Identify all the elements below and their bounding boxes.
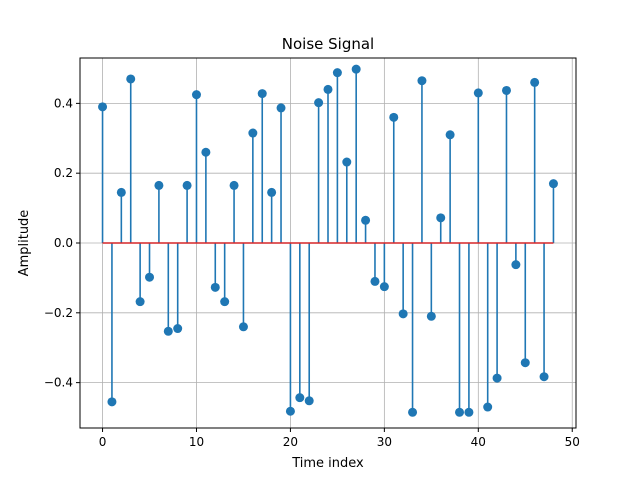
- chart-title: Noise Signal: [282, 35, 374, 53]
- stem-marker: [201, 147, 211, 157]
- stem-marker: [304, 396, 314, 406]
- x-axis-label: Time index: [291, 456, 364, 471]
- stem-marker: [314, 98, 324, 108]
- stem-marker: [520, 358, 530, 368]
- stem-marker: [445, 130, 455, 140]
- x-tick-label: 30: [377, 435, 392, 449]
- stem-marker: [342, 157, 352, 167]
- stem-marker: [426, 311, 436, 321]
- y-ticks: −0.4 −0.2 0.0 0.2 0.4: [44, 96, 80, 390]
- stem-marker: [238, 322, 248, 332]
- stem-marker: [116, 187, 126, 197]
- markers: [98, 64, 558, 417]
- stem-marker: [135, 297, 145, 307]
- x-tick-label: 0: [99, 435, 107, 449]
- stem-marker: [248, 128, 258, 138]
- stem-marker: [323, 84, 333, 94]
- stem-marker: [530, 77, 540, 87]
- stem-marker: [417, 76, 427, 86]
- y-tick-label: 0.0: [54, 236, 73, 250]
- stem-marker: [295, 393, 305, 403]
- stem-marker: [389, 112, 399, 122]
- stem-marker: [370, 276, 380, 286]
- stem-marker: [182, 180, 192, 190]
- x-tick-label: 50: [565, 435, 580, 449]
- stem-marker: [98, 102, 108, 112]
- stem-marker: [398, 309, 408, 319]
- stem-marker: [257, 89, 267, 99]
- x-tick-label: 20: [283, 435, 298, 449]
- x-tick-label: 40: [471, 435, 486, 449]
- stems: [101, 69, 555, 413]
- x-ticks: 0 10 20 30 40 50: [99, 428, 580, 449]
- stem-marker: [539, 372, 549, 382]
- stem-marker: [408, 407, 418, 417]
- stem-marker: [267, 187, 277, 197]
- stem-marker: [501, 85, 511, 95]
- stem-marker: [285, 406, 295, 416]
- stem-marker: [145, 272, 155, 282]
- stem-marker: [332, 68, 342, 78]
- stem-marker: [229, 180, 239, 190]
- stem-marker: [210, 282, 220, 292]
- stem-marker: [455, 407, 465, 417]
- stem-marker: [154, 180, 164, 190]
- stem-marker: [511, 260, 521, 270]
- stem-marker: [548, 179, 558, 189]
- stem-marker: [191, 90, 201, 100]
- stem-marker: [483, 402, 493, 412]
- y-tick-label: 0.2: [54, 166, 73, 180]
- stem-marker: [473, 88, 483, 98]
- stem-marker: [464, 407, 474, 417]
- stem-marker: [436, 213, 446, 223]
- y-axis-label: Amplitude: [17, 210, 32, 277]
- y-tick-label: −0.2: [44, 306, 73, 320]
- stem-marker: [107, 397, 117, 407]
- x-tick-label: 10: [189, 435, 204, 449]
- y-tick-label: 0.4: [54, 96, 73, 110]
- stem-marker: [276, 103, 286, 113]
- y-tick-label: −0.4: [44, 376, 73, 390]
- stem-marker: [163, 326, 173, 336]
- stem-marker: [126, 74, 136, 84]
- stem-marker: [379, 282, 389, 292]
- stem-marker: [492, 373, 502, 383]
- stem-marker: [220, 297, 230, 307]
- stem-marker: [361, 215, 371, 225]
- stem-marker: [173, 324, 183, 334]
- stem-marker: [351, 64, 361, 74]
